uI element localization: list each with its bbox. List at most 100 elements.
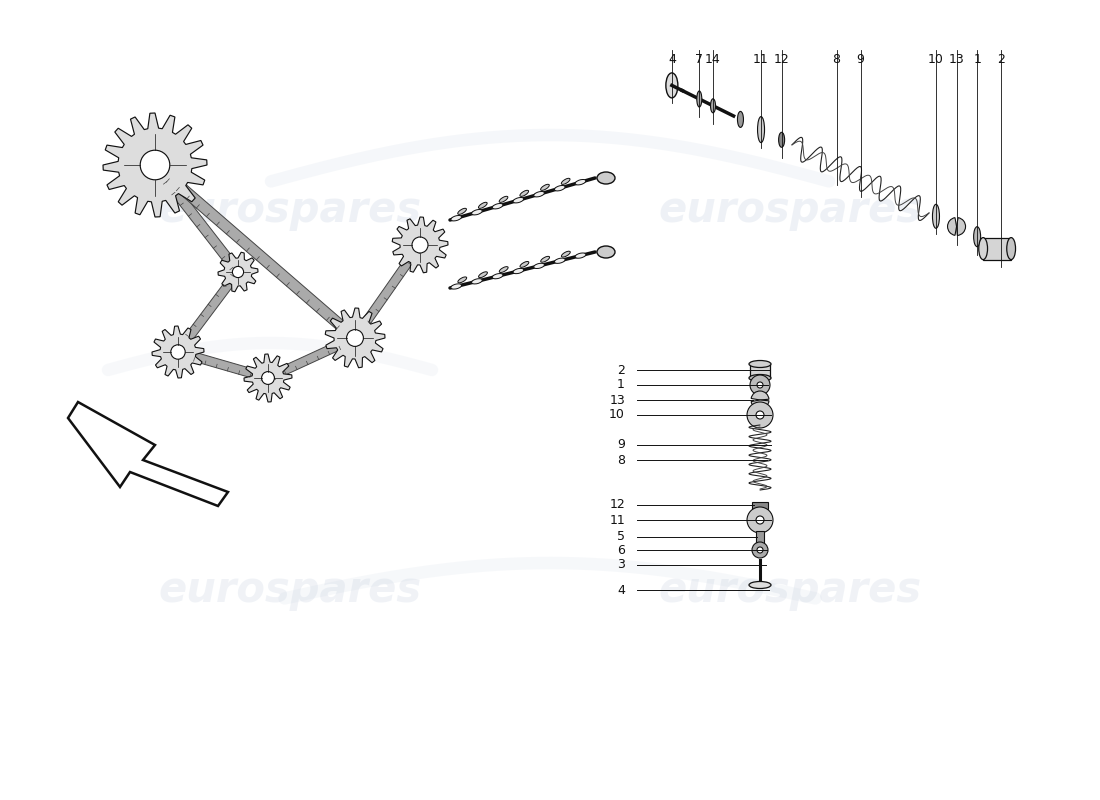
Circle shape	[750, 375, 770, 395]
Ellipse shape	[451, 284, 462, 289]
Text: eurospares: eurospares	[158, 189, 421, 231]
Ellipse shape	[458, 208, 466, 214]
Text: 12: 12	[609, 498, 625, 511]
Ellipse shape	[499, 196, 508, 202]
Polygon shape	[68, 402, 228, 506]
Ellipse shape	[541, 256, 550, 262]
Polygon shape	[351, 242, 424, 341]
Text: 1: 1	[974, 53, 981, 66]
Circle shape	[262, 371, 274, 384]
Polygon shape	[152, 161, 359, 342]
Wedge shape	[751, 391, 769, 400]
Ellipse shape	[478, 202, 487, 208]
Ellipse shape	[758, 117, 764, 142]
Polygon shape	[244, 354, 292, 402]
Ellipse shape	[974, 226, 980, 246]
Ellipse shape	[575, 179, 586, 185]
Text: 3: 3	[617, 558, 625, 571]
Bar	[752, 502, 768, 509]
Circle shape	[140, 150, 169, 180]
Circle shape	[747, 507, 773, 533]
Circle shape	[756, 411, 764, 419]
Text: 7: 7	[695, 53, 703, 66]
Text: 8: 8	[833, 53, 840, 66]
Ellipse shape	[979, 238, 988, 259]
Ellipse shape	[493, 274, 503, 278]
Ellipse shape	[575, 253, 586, 258]
Bar	[756, 531, 764, 545]
Ellipse shape	[499, 266, 508, 273]
Ellipse shape	[458, 277, 466, 282]
Text: 5: 5	[617, 530, 625, 543]
Ellipse shape	[478, 272, 487, 278]
Text: 4: 4	[617, 583, 625, 597]
Ellipse shape	[534, 191, 544, 197]
Polygon shape	[218, 252, 258, 292]
Ellipse shape	[561, 178, 570, 184]
Text: 10: 10	[609, 409, 625, 422]
Ellipse shape	[933, 204, 939, 228]
Polygon shape	[177, 348, 270, 382]
Circle shape	[170, 345, 185, 359]
Wedge shape	[957, 218, 966, 235]
Text: eurospares: eurospares	[158, 569, 421, 611]
Ellipse shape	[472, 210, 482, 215]
Text: 4: 4	[668, 53, 675, 66]
Circle shape	[756, 516, 764, 524]
Text: eurospares: eurospares	[659, 569, 922, 611]
Ellipse shape	[472, 278, 482, 284]
Text: 2: 2	[998, 53, 1005, 66]
Ellipse shape	[513, 198, 524, 203]
Ellipse shape	[749, 374, 771, 382]
Circle shape	[757, 547, 763, 553]
Wedge shape	[751, 400, 769, 409]
Circle shape	[752, 542, 768, 558]
Bar	[750, 364, 770, 378]
Text: 9: 9	[617, 438, 625, 451]
Text: 10: 10	[928, 53, 944, 66]
Text: 14: 14	[705, 53, 720, 66]
Polygon shape	[151, 162, 242, 275]
Ellipse shape	[520, 262, 529, 267]
Wedge shape	[947, 218, 957, 235]
Ellipse shape	[493, 203, 503, 209]
Ellipse shape	[520, 190, 529, 196]
Text: 8: 8	[617, 454, 625, 466]
Ellipse shape	[1006, 238, 1015, 259]
Circle shape	[232, 266, 243, 278]
Ellipse shape	[749, 361, 771, 367]
Text: 6: 6	[617, 543, 625, 557]
Ellipse shape	[554, 186, 565, 191]
Text: 11: 11	[754, 53, 769, 66]
Ellipse shape	[711, 98, 715, 113]
Circle shape	[346, 330, 363, 346]
Ellipse shape	[451, 215, 462, 221]
Circle shape	[747, 402, 773, 428]
Polygon shape	[326, 308, 385, 368]
Circle shape	[757, 382, 763, 388]
Polygon shape	[152, 326, 204, 378]
Ellipse shape	[554, 258, 565, 263]
Ellipse shape	[779, 132, 784, 147]
Polygon shape	[103, 113, 207, 217]
Ellipse shape	[696, 91, 702, 107]
Polygon shape	[266, 334, 356, 382]
Ellipse shape	[513, 269, 524, 274]
Text: 11: 11	[609, 514, 625, 526]
Ellipse shape	[534, 263, 544, 269]
Text: 1: 1	[617, 378, 625, 391]
Text: 2: 2	[617, 363, 625, 377]
Polygon shape	[393, 217, 448, 273]
Text: 12: 12	[773, 53, 790, 66]
Ellipse shape	[749, 582, 771, 589]
Ellipse shape	[561, 251, 570, 257]
Polygon shape	[175, 270, 242, 354]
Ellipse shape	[597, 246, 615, 258]
Ellipse shape	[597, 172, 615, 184]
Bar	[983, 238, 1011, 259]
Ellipse shape	[737, 111, 744, 127]
Circle shape	[412, 237, 428, 253]
Text: eurospares: eurospares	[659, 189, 922, 231]
Text: 9: 9	[857, 53, 865, 66]
Text: 13: 13	[609, 394, 625, 406]
